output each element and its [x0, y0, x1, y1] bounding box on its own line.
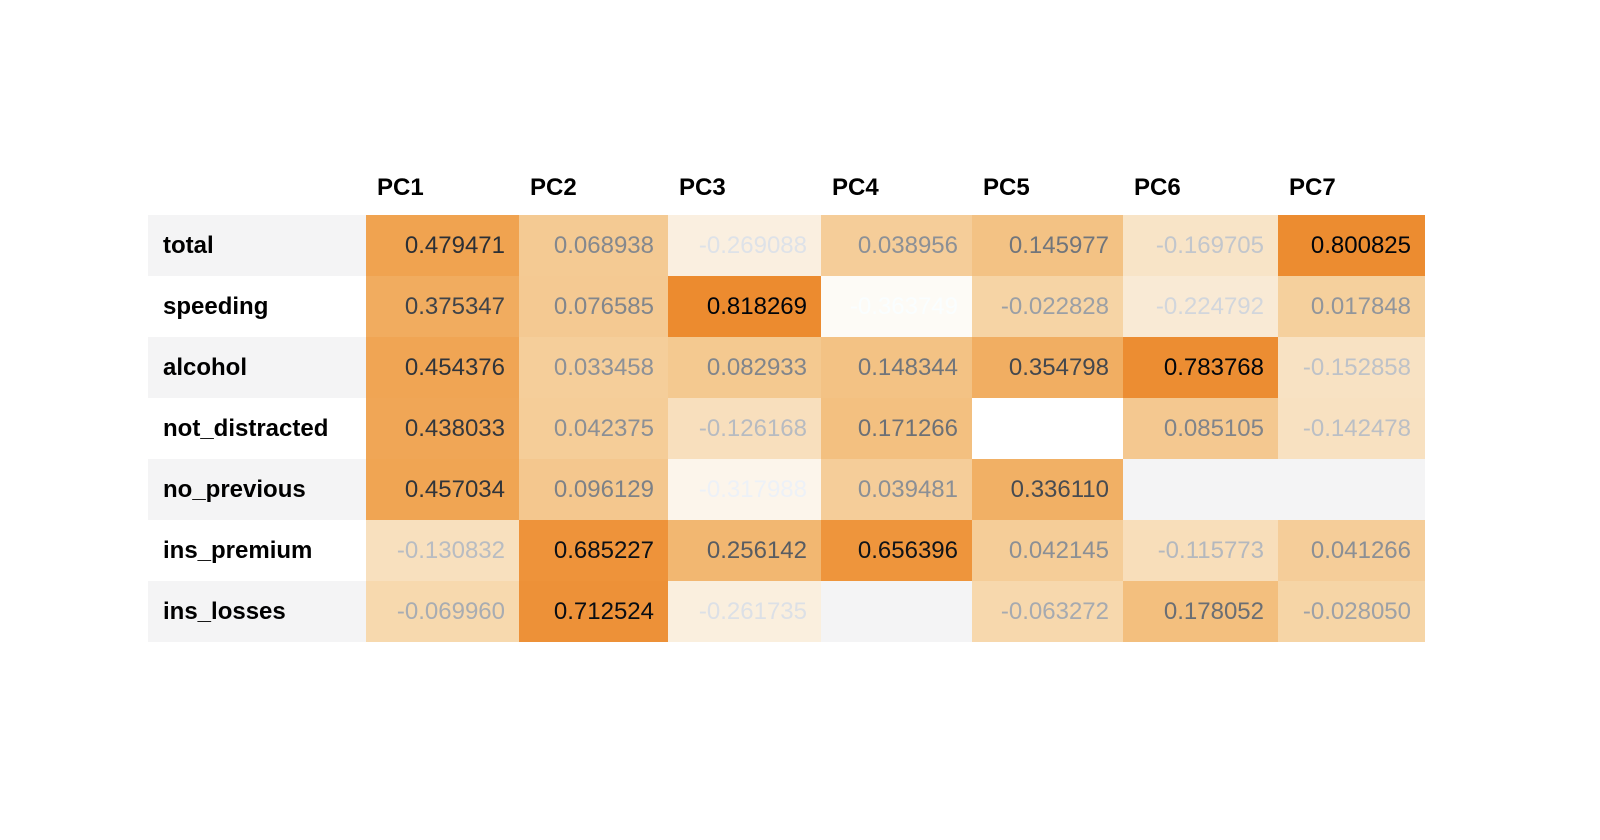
table-cell-no_previous-pc7	[1278, 459, 1425, 520]
table-cell-speeding-pc6: -0.224792	[1123, 276, 1278, 337]
table-cell-ins_premium-pc3: 0.256142	[668, 520, 821, 581]
row-label-ins_losses: ins_losses	[148, 581, 366, 642]
table-cell-total-pc2: 0.068938	[519, 215, 668, 276]
header-row: PC1 PC2 PC3 PC4 PC5 PC6 PC7	[148, 160, 1425, 215]
table-cell-not_distracted-pc2: 0.042375	[519, 398, 668, 459]
table-cell-not_distracted-pc4: 0.171266	[821, 398, 972, 459]
table-cell-speeding-pc3: 0.818269	[668, 276, 821, 337]
table-row-no_previous: no_previous 0.457034 0.096129 -0.317988 0.03…	[148, 459, 1425, 520]
table-cell-alcohol-pc7: -0.152858	[1278, 337, 1425, 398]
table-cell-total-pc4: 0.038956	[821, 215, 972, 276]
table-cell-ins_premium-pc6: -0.115773	[1123, 520, 1278, 581]
row-label-not_distracted: not_distracted	[148, 398, 366, 459]
row-label-no_previous: no_previous	[148, 459, 366, 520]
column-header-pc1: PC1	[366, 160, 519, 215]
table-body: total 0.479471 0.068938 -0.269088 0.038956 0.…	[148, 215, 1425, 642]
table-cell-ins_losses-pc5: -0.063272	[972, 581, 1123, 642]
table-cell-not_distracted-pc3: -0.126168	[668, 398, 821, 459]
row-label-alcohol: alcohol	[148, 337, 366, 398]
table-row-not_distracted: not_distracted 0.438033 0.042375 -0.126168 0…	[148, 398, 1425, 459]
table-cell-no_previous-pc1: 0.457034	[366, 459, 519, 520]
column-header-pc2: PC2	[519, 160, 668, 215]
row-label-ins_premium: ins_premium	[148, 520, 366, 581]
row-label-total: total	[148, 215, 366, 276]
table-cell-total-pc6: -0.169705	[1123, 215, 1278, 276]
table-cell-no_previous-pc6	[1123, 459, 1278, 520]
table-row-ins_premium: ins_premium -0.130832 0.685227 0.256142 0.65…	[148, 520, 1425, 581]
table-cell-total-pc7: 0.800825	[1278, 215, 1425, 276]
column-header-pc6: PC6	[1123, 160, 1278, 215]
table-cell-not_distracted-pc5	[972, 398, 1123, 459]
column-header-pc4: PC4	[821, 160, 972, 215]
table-cell-not_distracted-pc7: -0.142478	[1278, 398, 1425, 459]
table-cell-total-pc1: 0.479471	[366, 215, 519, 276]
table-cell-no_previous-pc4: 0.039481	[821, 459, 972, 520]
table-row-alcohol: alcohol 0.454376 0.033458 0.082933 0.148344 0…	[148, 337, 1425, 398]
table-cell-speeding-pc4: -0.363749	[821, 276, 972, 337]
table-cell-alcohol-pc2: 0.033458	[519, 337, 668, 398]
table-cell-alcohol-pc5: 0.354798	[972, 337, 1123, 398]
row-label-speeding: speeding	[148, 276, 366, 337]
table-row-ins_losses: ins_losses -0.069960 0.712524 -0.261735 -0.0…	[148, 581, 1425, 642]
table-cell-alcohol-pc1: 0.454376	[366, 337, 519, 398]
column-header-pc7: PC7	[1278, 160, 1425, 215]
table-row-speeding: speeding 0.375347 0.076585 0.818269 -0.36374…	[148, 276, 1425, 337]
table-cell-ins_premium-pc2: 0.685227	[519, 520, 668, 581]
table-row-total: total 0.479471 0.068938 -0.269088 0.038956 0.…	[148, 215, 1425, 276]
table-cell-ins_losses-pc1: -0.069960	[366, 581, 519, 642]
loadings-table: PC1 PC2 PC3 PC4 PC5 PC6 PC7 total 0.479471 0.068…	[148, 160, 1425, 642]
table-cell-ins_losses-pc4	[821, 581, 972, 642]
table-cell-no_previous-pc5: 0.336110	[972, 459, 1123, 520]
column-header-pc3: PC3	[668, 160, 821, 215]
table-cell-alcohol-pc4: 0.148344	[821, 337, 972, 398]
table-cell-ins_losses-pc2: 0.712524	[519, 581, 668, 642]
table-cell-no_previous-pc3: -0.317988	[668, 459, 821, 520]
table-cell-total-pc5: 0.145977	[972, 215, 1123, 276]
table-cell-ins_premium-pc1: -0.130832	[366, 520, 519, 581]
table-cell-not_distracted-pc1: 0.438033	[366, 398, 519, 459]
table-cell-ins_premium-pc4: 0.656396	[821, 520, 972, 581]
table-cell-ins_losses-pc7: -0.028050	[1278, 581, 1425, 642]
table-cell-speeding-pc5: -0.022828	[972, 276, 1123, 337]
table-cell-total-pc3: -0.269088	[668, 215, 821, 276]
corner-cell	[148, 160, 366, 215]
table-cell-not_distracted-pc6: 0.085105	[1123, 398, 1278, 459]
column-header-pc5: PC5	[972, 160, 1123, 215]
table-cell-no_previous-pc2: 0.096129	[519, 459, 668, 520]
table-cell-speeding-pc1: 0.375347	[366, 276, 519, 337]
table-cell-speeding-pc2: 0.076585	[519, 276, 668, 337]
table-cell-ins_premium-pc5: 0.042145	[972, 520, 1123, 581]
table-cell-alcohol-pc3: 0.082933	[668, 337, 821, 398]
table-cell-ins_losses-pc6: 0.178052	[1123, 581, 1278, 642]
styled-dataframe: PC1 PC2 PC3 PC4 PC5 PC6 PC7 total 0.479471 0.068…	[148, 160, 1425, 642]
table-cell-alcohol-pc6: 0.783768	[1123, 337, 1278, 398]
table-cell-speeding-pc7: 0.017848	[1278, 276, 1425, 337]
table-cell-ins_losses-pc3: -0.261735	[668, 581, 821, 642]
table-cell-ins_premium-pc7: 0.041266	[1278, 520, 1425, 581]
table-header: PC1 PC2 PC3 PC4 PC5 PC6 PC7	[148, 160, 1425, 215]
